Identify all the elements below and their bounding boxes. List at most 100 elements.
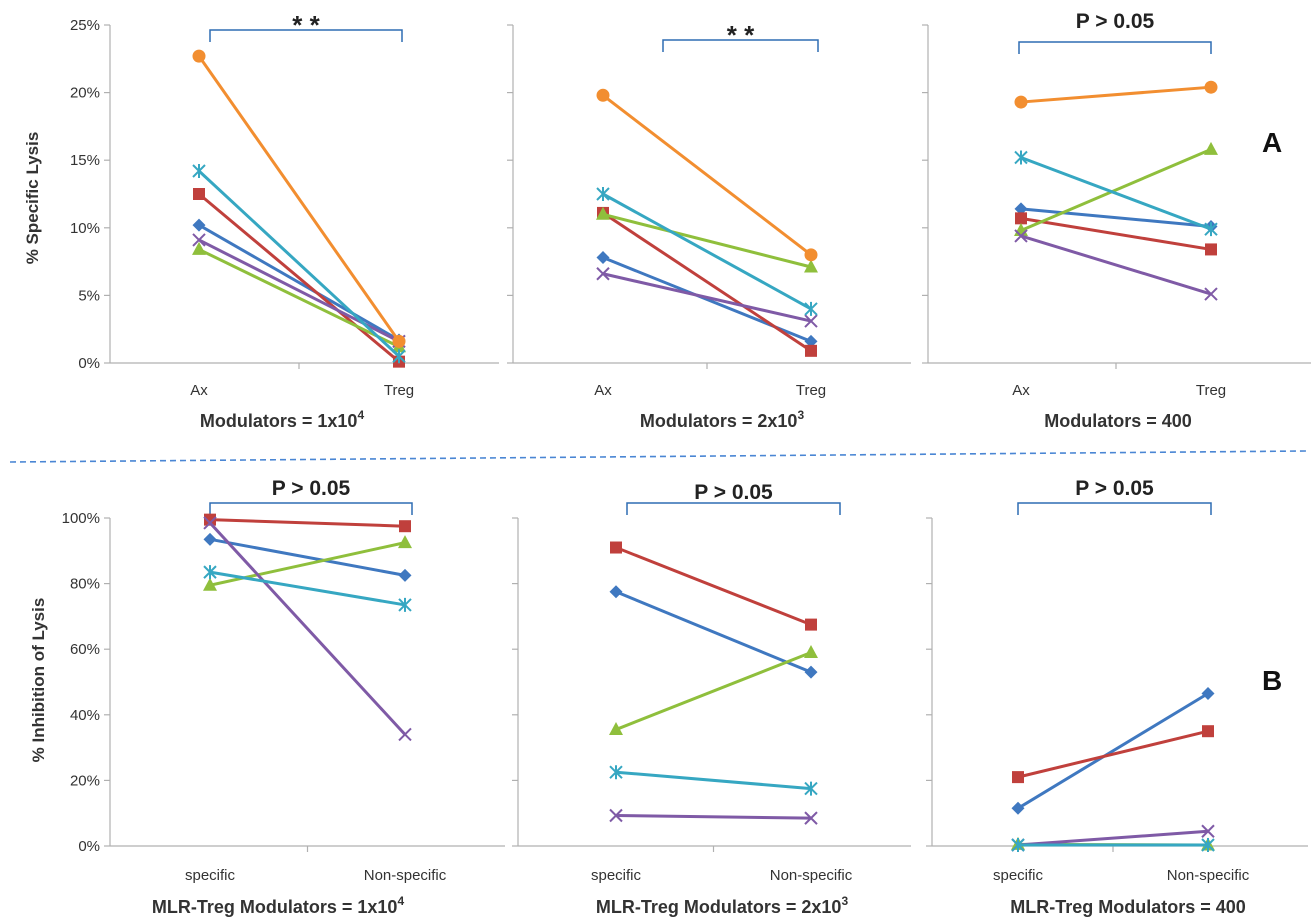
panel-label-b: B [1262, 665, 1282, 696]
x-tick-label: Ax [1012, 382, 1030, 399]
data-point-star [596, 187, 610, 201]
data-point-star [392, 349, 406, 364]
data-point-star [1204, 222, 1218, 237]
data-point-diamond [609, 585, 623, 599]
data-point-cross [398, 727, 412, 742]
section-separator [9, 450, 1307, 463]
series-line-star [197, 169, 401, 358]
data-point-triangle [1204, 141, 1218, 155]
series-line-cross [602, 272, 812, 323]
x-tick-label: Treg [384, 382, 414, 399]
series-line-cross [615, 813, 812, 820]
data-point-star [192, 164, 206, 179]
significance-label: P > 0.05 [694, 481, 773, 504]
data-point-square [193, 188, 205, 200]
y-tick-label: 5% [78, 287, 100, 304]
significance-bracket [209, 502, 413, 515]
panel-label-a: A [1262, 127, 1282, 158]
significance-bracket [1017, 502, 1212, 515]
significance-bracket [209, 29, 403, 42]
data-point-cross [1204, 287, 1218, 301]
data-point-diamond [596, 251, 610, 265]
data-point-diamond [804, 334, 818, 348]
data-point-triangle [398, 535, 412, 549]
significance-label: * * [727, 20, 755, 50]
y-tick-label: 60% [70, 641, 100, 658]
x-tick-label: Ax [190, 382, 208, 399]
data-point-diamond [203, 532, 217, 546]
series-line-star [602, 192, 812, 311]
series-line-cross [1020, 234, 1212, 296]
significance-label: P > 0.05 [1076, 10, 1155, 33]
data-point-square [1012, 771, 1024, 784]
data-point-triangle [192, 241, 206, 255]
data-point-square [1205, 243, 1217, 256]
series-line-square [1017, 729, 1209, 779]
panel-1: 0% 5% 10% 15% 20% 25% Ax Treg Modulators = 1x104… [70, 10, 499, 431]
x-axis-title: MLR-Treg Modulators = 2x103 [596, 894, 849, 917]
x-tick-label: Ax [594, 382, 612, 399]
data-point-square [1015, 212, 1027, 225]
series-line-square [209, 518, 406, 528]
x-tick-label: Non-specific [364, 867, 447, 884]
x-tick-label: Treg [1196, 382, 1226, 399]
data-point-cross [203, 516, 217, 530]
series-line-cross [1017, 829, 1209, 847]
x-axis-title: MLR-Treg Modulators = 1x104 [152, 894, 405, 917]
series-line-triangle [602, 212, 812, 269]
series-line-cross [198, 238, 400, 343]
series-line-star [1020, 156, 1212, 231]
data-point-star [609, 765, 623, 780]
panel-4: 0% 20% 40% 60% 80% 100% specific Non-specific ML… [62, 477, 505, 917]
series-line-circle [602, 94, 812, 257]
x-axis-title: Modulators = 400 [1044, 411, 1192, 431]
significance-label: * * [292, 10, 320, 40]
data-point-square [1202, 725, 1214, 738]
series-line-diamond [198, 223, 400, 342]
data-point-circle [392, 334, 406, 348]
data-point-diamond [192, 218, 206, 232]
y-tick-label: 15% [70, 152, 100, 169]
series-line-square [615, 546, 812, 626]
y-tick-label: 20% [70, 772, 100, 789]
series-line-cross [208, 521, 407, 736]
data-point-star [804, 301, 818, 316]
panel-2: Ax Treg Modulators = 2x103 * * [507, 20, 911, 431]
series-line-circle [1020, 85, 1212, 104]
series-line-diamond [615, 590, 812, 674]
y-tick-label: 100% [62, 510, 100, 527]
data-point-triangle [596, 206, 610, 220]
data-point-diamond [1014, 202, 1028, 216]
data-point-diamond [1011, 801, 1025, 815]
data-point-circle [1204, 80, 1218, 94]
significance-bracket [1018, 41, 1212, 54]
data-point-cross [1201, 824, 1215, 838]
panel-5: specific Non-specific MLR-Treg Modulators … [512, 481, 911, 917]
y-tick-label: 20% [70, 85, 100, 102]
y-tick-label: 25% [70, 17, 100, 34]
data-point-square [399, 520, 411, 533]
series-line-star [209, 570, 406, 607]
y-tick-label: 40% [70, 707, 100, 724]
series-line-diamond [1020, 207, 1212, 228]
series-line-triangle [209, 541, 406, 587]
significance-bracket [626, 502, 841, 515]
series-line-diamond [209, 537, 406, 577]
y-tick-label: 10% [70, 220, 100, 237]
data-point-triangle [203, 577, 217, 591]
data-point-circle [804, 248, 818, 262]
panel-6: specific Non-specific MLR-Treg Modulators … [926, 477, 1308, 917]
x-axis-title: Modulators = 2x103 [640, 408, 805, 431]
series-line-square [1020, 216, 1212, 251]
series-line-triangle [615, 651, 812, 731]
data-point-cross [1014, 229, 1028, 243]
data-point-diamond [804, 665, 818, 679]
data-point-circle [596, 88, 610, 102]
x-tick-label: specific [591, 867, 642, 884]
x-tick-label: specific [993, 867, 1044, 884]
series-line-triangle [198, 248, 400, 349]
data-point-cross [804, 811, 818, 825]
data-point-diamond [1201, 686, 1215, 700]
